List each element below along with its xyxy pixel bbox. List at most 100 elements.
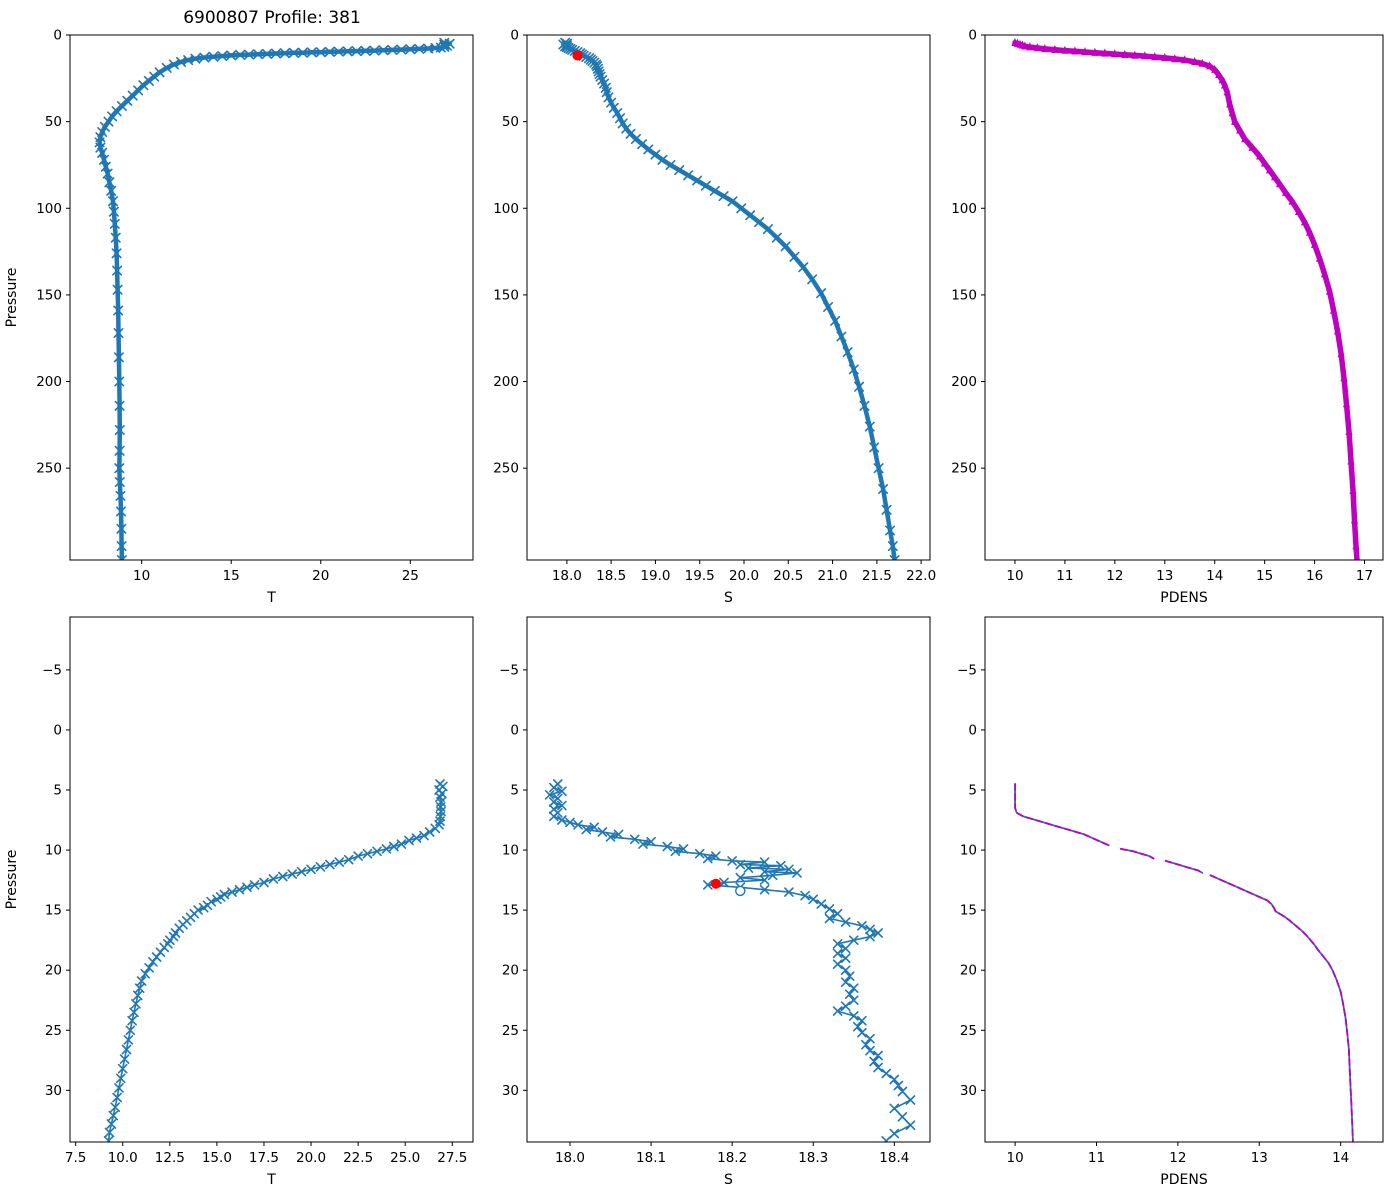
temperature-zoom-x-axis: 7.5 10.0 12.5 15.0 17.5 20.0 22.5 25.0 27.5 (65, 1142, 467, 1166)
temperature-full-depth-x-axis: 10 15 20 25 (133, 560, 419, 584)
x-tick-label: 19.5 (685, 568, 715, 584)
y-tick-label: 15 (502, 903, 519, 919)
pdens-zoom-subplot: 10 11 12 13 14 PDENS −5 0 5 10 15 20 25 30 (957, 616, 1384, 1188)
x-tick-label: 20 (312, 568, 329, 584)
pdens-profile (1011, 37, 1360, 560)
pdens-full-depth-axes-frame (984, 34, 1384, 561)
x-tick-label: 14 (1332, 1150, 1349, 1166)
temperature-zoom-ylabel: Pressure (4, 850, 20, 910)
x-tick-label: 18.5 (596, 568, 626, 584)
x-tick-label: 13 (1156, 568, 1173, 584)
x-tick-label: 12 (1169, 1150, 1186, 1166)
temperature-zoom-y-axis: −5 0 5 10 15 20 25 30 (42, 662, 70, 1099)
x-tick-label: 18.2 (717, 1150, 747, 1166)
x-tick-label: 27.5 (437, 1150, 467, 1166)
temperature-zoom-subplot: 7.5 10.0 12.5 15.0 17.5 20.0 22.5 25.0 27.5 T −5 0 5… (4, 616, 474, 1188)
x-tick-label: 16 (1306, 568, 1323, 584)
x-tick-label: 20.0 (296, 1150, 326, 1166)
flagged-point (710, 878, 721, 889)
x-tick-label: 7.5 (65, 1150, 86, 1166)
temperature-full-depth-series (94, 37, 455, 560)
salinity-full-depth-axes-frame (526, 34, 931, 561)
flagged-point (572, 50, 583, 61)
temperature-full-depth-axes-frame (69, 34, 474, 561)
salinity-zoom-xlabel: S (724, 1172, 733, 1188)
y-tick-label: 10 (45, 843, 62, 859)
y-tick-label: 30 (45, 1083, 62, 1099)
y-tick-label: 100 (493, 201, 519, 217)
x-tick-label: 21.5 (862, 568, 892, 584)
y-tick-label: 20 (502, 963, 519, 979)
y-tick-label: 5 (510, 782, 519, 798)
y-tick-label: 200 (36, 374, 62, 390)
pdens-zoom-axes-frame (984, 616, 1384, 1143)
pdens-zoom-series (1014, 783, 1354, 1142)
y-tick-label: 0 (53, 28, 62, 44)
salinity-full-depth-series (558, 37, 900, 560)
x-tick-label: 22.0 (906, 568, 936, 584)
pdens-blue-underlay (1014, 41, 1358, 560)
salinity-zoom-subplot: 18.0 18.1 18.2 18.3 18.4 S −5 0 5 10 15 20 25 30 (499, 616, 931, 1188)
temperature-zoom-axes-frame (69, 616, 474, 1143)
salinity-zoom-x-axis: 18.0 18.1 18.2 18.3 18.4 (555, 1142, 909, 1166)
x-tick-label: 18.0 (555, 1150, 585, 1166)
y-tick-label: 0 (968, 28, 977, 44)
pdens-zoom-xlabel: PDENS (1160, 1172, 1208, 1188)
y-tick-label: 150 (493, 287, 519, 303)
y-tick-label: 150 (951, 287, 977, 303)
y-tick-label: 200 (493, 374, 519, 390)
pdens-full-depth-series (1011, 37, 1360, 560)
x-tick-label: 15 (1256, 568, 1273, 584)
x-tick-label: 17 (1356, 568, 1373, 584)
pdens-full-depth-x-axis: 10 11 12 13 14 15 16 17 (1006, 560, 1373, 584)
salinity-full-depth-x-axis: 18.0 18.5 19.0 19.5 20.0 20.5 21.0 21.5 22.0 (552, 560, 936, 584)
salinity-zoom-series (544, 779, 916, 1142)
y-tick-label: 0 (510, 722, 519, 738)
y-tick-label: 50 (960, 114, 977, 130)
y-tick-label: 0 (510, 28, 519, 44)
y-tick-label: 15 (45, 903, 62, 919)
pdens-magenta-dashed (1014, 783, 1354, 1142)
pdens-full-depth-xlabel: PDENS (1160, 590, 1208, 606)
x-tick-label: 13 (1251, 1150, 1268, 1166)
y-tick-label: 200 (951, 374, 977, 390)
y-tick-label: 20 (45, 963, 62, 979)
y-tick-label: 250 (493, 461, 519, 477)
y-tick-label: 100 (36, 201, 62, 217)
x-tick-label: 15 (223, 568, 240, 584)
salinity-profile-zoom (544, 779, 916, 1142)
x-tick-label: 25 (402, 568, 419, 584)
temperature-full-depth-ylabel: Pressure (4, 268, 20, 328)
y-tick-label: 150 (36, 287, 62, 303)
y-tick-label: 20 (960, 963, 977, 979)
y-tick-label: 50 (502, 114, 519, 130)
salinity-full-depth-y-axis: 0 50 100 150 200 250 (493, 28, 527, 477)
salinity-zoom-y-axis: −5 0 5 10 15 20 25 30 (499, 662, 527, 1099)
temperature-profile-zoom (103, 779, 448, 1142)
x-tick-label: 18.1 (636, 1150, 666, 1166)
x-tick-label: 18.0 (552, 568, 582, 584)
salinity-full-depth-subplot: 18.0 18.5 19.0 19.5 20.0 20.5 21.0 21.5 22.0 S 0 50… (493, 28, 936, 607)
y-tick-label: 25 (45, 1023, 62, 1039)
x-tick-label: 21.0 (818, 568, 848, 584)
y-tick-label: 25 (502, 1023, 519, 1039)
y-tick-label: 100 (951, 201, 977, 217)
y-tick-label: 30 (960, 1083, 977, 1099)
x-tick-label: 10 (133, 568, 150, 584)
figure-title: 6900807 Profile: 381 (183, 8, 361, 28)
x-tick-label: 25.0 (390, 1150, 420, 1166)
x-tick-label: 20.0 (729, 568, 759, 584)
x-tick-label: 18.4 (879, 1150, 909, 1166)
y-tick-label: 250 (951, 461, 977, 477)
y-tick-label: 10 (960, 843, 977, 859)
y-tick-label: −5 (499, 662, 519, 678)
y-tick-label: 15 (960, 903, 977, 919)
pdens-zoom-x-axis: 10 11 12 13 14 (1007, 1142, 1349, 1166)
pdens-full-depth-subplot: 10 11 12 13 14 15 16 17 PDENS 0 50 100 150 200 250 (951, 28, 1384, 606)
x-tick-label: 10 (1007, 1150, 1024, 1166)
x-tick-label: 11 (1088, 1150, 1105, 1166)
x-tick-label: 20.5 (773, 568, 803, 584)
y-tick-label: 5 (53, 782, 62, 798)
y-tick-label: 25 (960, 1023, 977, 1039)
